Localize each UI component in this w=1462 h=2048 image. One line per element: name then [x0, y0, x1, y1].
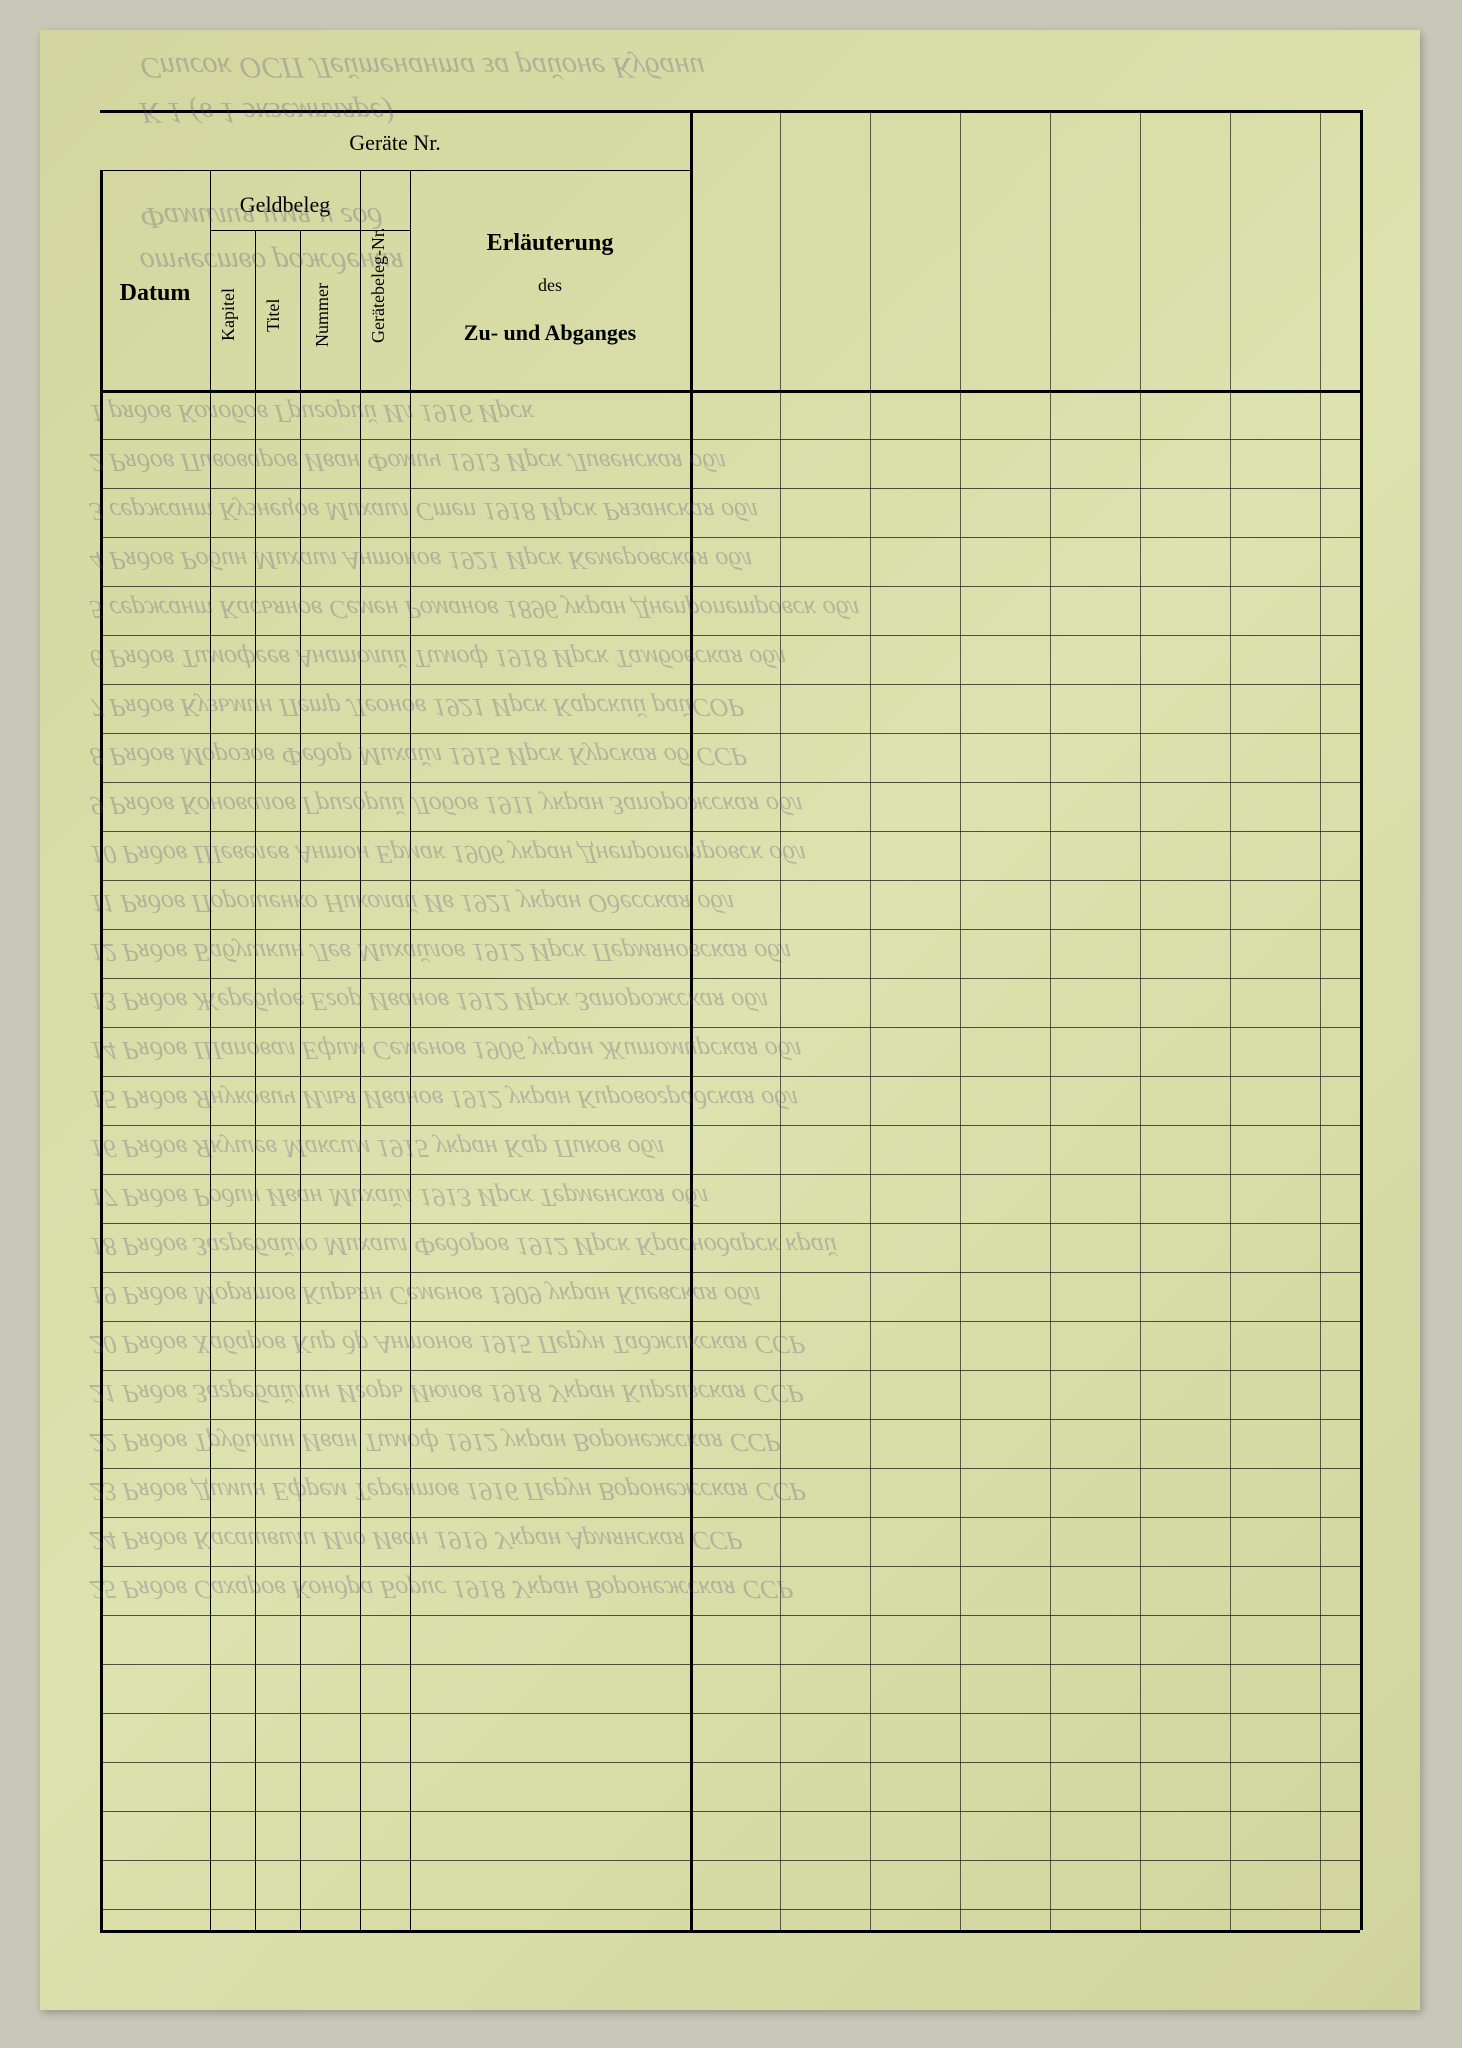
row-line — [100, 586, 1360, 587]
row-line — [100, 929, 1360, 930]
titel-label: Titel — [263, 245, 284, 385]
datum-label: Datum — [100, 280, 210, 307]
row-line — [100, 537, 1360, 538]
handwriting-line: 19 Рядов Морятов Кирьян Семенов 1909 укр… — [88, 1280, 1371, 1310]
geldbeleg-label: Geldbeleg — [210, 192, 360, 218]
handwriting-line: 17 Рядов Родин Иван Михайл 1913 Ирск Тер… — [88, 1182, 1371, 1212]
handwriting-line: 4 Рядов Робин Михаил Антонов 1921 Ирск К… — [88, 545, 1371, 575]
grid-v-7 — [1320, 110, 1321, 1930]
handwriting-line: 22 Рядов Трубилин Иван Тимоф 1912 укран … — [88, 1427, 1371, 1457]
handwriting-line: 24 Рядов Касашвили Ило Иван 1919 Укран А… — [88, 1525, 1371, 1555]
row-line — [100, 1517, 1360, 1518]
row-line — [100, 1174, 1360, 1175]
kapitel-label: Kapitel — [218, 245, 239, 385]
grid-v-2 — [870, 110, 871, 1930]
erl-line1: Erläuterung — [410, 230, 690, 257]
handwriting-line: 20 Рядов Хабаров Кир др Антонов 1915 Пер… — [88, 1329, 1371, 1359]
handwriting-line: 15 Рядов Янукович Илья Иванов 1912 укран… — [88, 1084, 1371, 1114]
row-line — [100, 1027, 1360, 1028]
row-line — [100, 782, 1360, 783]
col-datum-r — [210, 170, 211, 1930]
handwriting-line: 10 Рядов Шевелев Антон Ермак 1906 укран … — [88, 839, 1371, 869]
grid-v-4 — [1050, 110, 1051, 1930]
row-line — [100, 1860, 1360, 1861]
row-line — [100, 1419, 1360, 1420]
handwriting-line: 21 Рядов Загребайлин Игорь Июлов 1918 Ук… — [88, 1378, 1371, 1408]
geraetebeleg-nr-label: Gerätebeleg-Nr. — [368, 185, 389, 385]
row-line — [100, 1125, 1360, 1126]
grid-v-1 — [780, 110, 781, 1930]
geraete-nr-label: Geräte Nr. — [100, 130, 690, 156]
form-area: Geräte Nr. Datum Geldbeleg Kapitel Titel… — [100, 110, 1360, 1930]
handwriting-line: 12 Рядов Бабушкин Лев Михайлов 1912 Ирск… — [88, 937, 1371, 967]
header-bottom-rule — [100, 390, 1360, 393]
handwriting-line: 25 Рядов Сахаров Кондра Борис 1918 Укран… — [88, 1574, 1371, 1604]
erl-line3: Zu- und Abganges — [410, 320, 690, 346]
handwriting-line: 11 Рядов Порошенко Николай Ив 1921 укран… — [88, 888, 1371, 918]
row-line — [100, 1566, 1360, 1567]
row-line — [100, 978, 1360, 979]
handwriting-line: 3 сержант Кузнецов Михаил Степ 1918 Ирск… — [88, 496, 1371, 526]
handwriting-line: 8 Рядов Морозов Федор Михайл 1915 Ирск К… — [88, 741, 1371, 771]
handwriting-line: 14 Рядов Шаповал Ефим Семенов 1906 укран… — [88, 1035, 1371, 1065]
row-line — [100, 1272, 1360, 1273]
col-geraete-r — [410, 170, 411, 1930]
row-line — [100, 684, 1360, 685]
col-left — [100, 170, 103, 1930]
row-line — [100, 1664, 1360, 1665]
erl-line2: des — [410, 275, 690, 296]
handwriting-line: 2 Рядов Пивоваров Иван Фомич 1913 Ирск Л… — [88, 447, 1371, 477]
handwriting-line: 18 Рядов Загребайло Михаил Федоров 1912 … — [88, 1231, 1371, 1261]
col-erl-r — [690, 110, 693, 1930]
col-titel-r — [300, 230, 301, 1930]
row-line — [100, 880, 1360, 881]
row-line — [100, 1321, 1360, 1322]
row-line — [100, 1713, 1360, 1714]
handwriting-line: Список ОСП Лейтенанта за районе Кубани — [138, 50, 1342, 84]
handwriting-line: 5 сержант Касьянов Семен Романов 1896 ук… — [88, 594, 1371, 624]
col-right — [1360, 110, 1363, 1930]
row-line — [100, 1370, 1360, 1371]
grid-v-3 — [960, 110, 961, 1930]
row-line — [100, 831, 1360, 832]
row-line — [100, 1909, 1360, 1910]
header-hline-1 — [100, 170, 690, 171]
handwriting-line: 13 Рядов Жеребцов Егор Иванов 1912 Ирск … — [88, 986, 1371, 1016]
col-nummer-r — [360, 170, 361, 1930]
handwriting-line: 16 Рядов Якушев Максим 1915 укран Кар Пи… — [88, 1133, 1371, 1163]
handwriting-line: 1 рядов Колобов Григорий Ил 1916 Ирск — [88, 398, 1371, 428]
row-line — [100, 733, 1360, 734]
row-line — [100, 488, 1360, 489]
row-line — [100, 1223, 1360, 1224]
ledger-page: Geräte Nr. Datum Geldbeleg Kapitel Titel… — [40, 30, 1420, 2010]
nummer-label: Nummer — [312, 245, 333, 385]
row-line — [100, 1468, 1360, 1469]
handwriting-line: 23 Рядов Димин Ефрем Терентов 1916 Перун… — [88, 1476, 1371, 1506]
row-line — [100, 635, 1360, 636]
row-line — [100, 439, 1360, 440]
row-line — [100, 1615, 1360, 1616]
grid-v-5 — [1140, 110, 1141, 1930]
handwriting-line: 7 Рядов Кузьмин Петр Леонов 1921 Ирск Ка… — [88, 692, 1371, 722]
row-line — [100, 1076, 1360, 1077]
handwriting-line: 6 Рядов Тимофеев Анатолий Тимоф 1918 Ирс… — [88, 643, 1371, 673]
top-rule — [100, 110, 1360, 113]
row-line — [100, 1811, 1360, 1812]
grid-v-6 — [1230, 110, 1231, 1930]
row-line — [100, 1762, 1360, 1763]
bottom-rule — [100, 1930, 1360, 1933]
col-kapitel-r — [255, 230, 256, 1930]
handwriting-line: 9 Рядов Коновалов Григорий Лобов 1911 ук… — [88, 790, 1371, 820]
